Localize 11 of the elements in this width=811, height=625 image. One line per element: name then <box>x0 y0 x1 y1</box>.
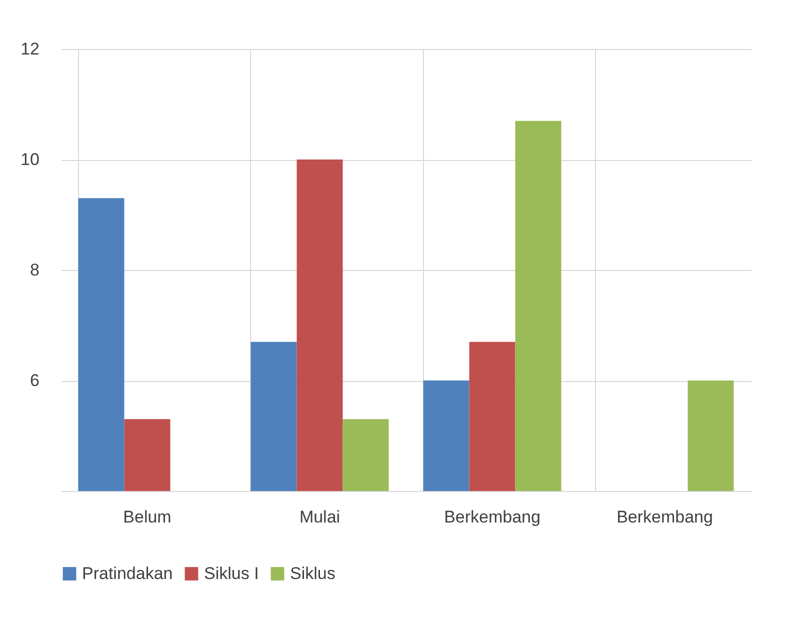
legend-label: Siklus I <box>204 564 259 583</box>
y-tick-label: 10 <box>20 150 40 169</box>
x-tick-label: Mulai <box>299 508 340 526</box>
legend-label: Pratindakan <box>82 564 173 583</box>
legend-label: Siklus <box>290 564 336 583</box>
y-tick-label: 6 <box>30 371 40 390</box>
x-tick-label: Berkembang <box>616 508 713 526</box>
x-tick-label: Belum <box>123 508 172 526</box>
y-tick-label: 12 <box>20 40 40 58</box>
x-tick-label: Berkembang <box>444 508 540 526</box>
y-tick-label: 8 <box>30 260 40 280</box>
